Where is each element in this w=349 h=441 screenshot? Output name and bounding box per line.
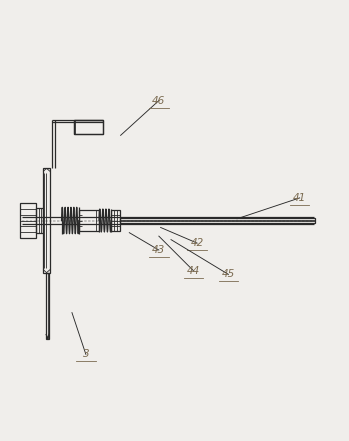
Text: 41: 41 — [293, 193, 306, 203]
Text: 3: 3 — [83, 349, 89, 359]
Bar — [20, 203, 37, 238]
Bar — [43, 168, 50, 273]
Bar — [37, 208, 43, 233]
Text: 44: 44 — [187, 266, 200, 276]
Bar — [120, 218, 315, 223]
Text: 46: 46 — [152, 96, 165, 105]
Bar — [46, 273, 49, 339]
Text: 43: 43 — [152, 245, 165, 255]
Bar — [74, 120, 103, 135]
Text: 45: 45 — [222, 269, 235, 280]
Bar — [79, 210, 99, 231]
Text: 42: 42 — [191, 238, 204, 248]
Bar — [74, 120, 103, 135]
Bar — [111, 210, 120, 231]
